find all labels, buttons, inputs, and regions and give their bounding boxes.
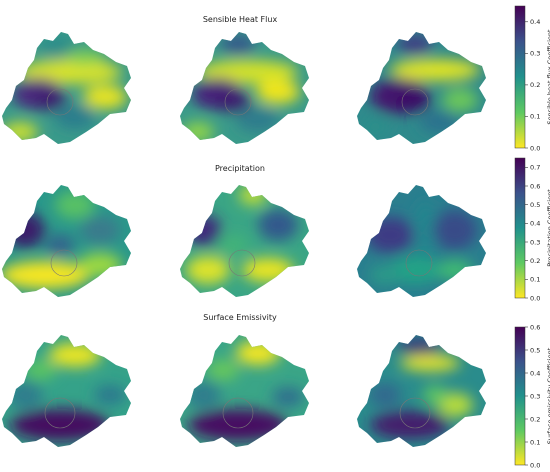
colorbar-tick-label: 0.6 [530, 323, 540, 331]
colorbar-2 [514, 326, 526, 466]
colorbar-tick-label: 0.3 [530, 50, 540, 58]
urban-core-ring [224, 88, 252, 116]
urban-core-ring [44, 397, 76, 429]
map-precipitation-3 [357, 185, 486, 297]
colorbar-tick-label: 0.1 [530, 113, 540, 121]
map-precipitation-2 [180, 185, 309, 297]
map-sensible-heat-flux-3 [357, 32, 486, 144]
colorbar-1 [514, 157, 526, 299]
urban-core-ring [228, 249, 256, 277]
colorbar-tick-label: 0.4 [530, 18, 540, 26]
colorbar-tick-label: 0.3 [530, 392, 540, 400]
colorbar-tick-label: 0.7 [530, 164, 540, 172]
colorbar-label: Surface emissivity Coefficient [546, 347, 550, 444]
row-title-surface-emissivity: Surface Emissivity [203, 313, 277, 322]
colorbar-tick-label: 0.0 [530, 461, 540, 469]
colorbar-tick-label: 0.0 [530, 294, 540, 302]
colorbar-tick-label: 0.5 [530, 201, 540, 209]
colorbar-tick-label: 0.4 [530, 220, 540, 228]
colorbar-tick-label: 0.5 [530, 346, 540, 354]
map-sensible-heat-flux-2 [180, 32, 309, 144]
urban-core-ring [46, 88, 74, 116]
urban-core-ring [399, 397, 431, 429]
colorbar-tick-label: 0.2 [530, 257, 540, 265]
map-sensible-heat-flux-1 [2, 32, 131, 144]
urban-core-ring [222, 397, 254, 429]
colorbar-tick-label: 0.3 [530, 238, 540, 246]
colorbar-tick-label: 0.4 [530, 369, 540, 377]
colorbars: 0.0 0.1 0.2 0.3 0.4 Sensible heat flux Coeffi… [514, 5, 550, 469]
map-precipitation-1 [2, 185, 131, 297]
row-title-precipitation: Precipitation [215, 164, 265, 173]
colorbar-0 [514, 5, 526, 149]
row-title-sensible-heat-flux: Sensible Heat Flux [203, 15, 278, 24]
colorbar-tick-label: 0.6 [530, 182, 540, 190]
colorbar-label: Sensible heat flux Coefficient [546, 29, 550, 125]
urban-core-ring [405, 249, 433, 277]
colorbar-label: Precipitation Coefficient [546, 189, 550, 267]
map-surface-emissivity-1 [2, 335, 131, 447]
map-surface-emissivity-3 [357, 335, 486, 447]
colorbar-tick-label: 0.2 [530, 415, 540, 423]
colorbar-tick-label: 0.0 [530, 144, 540, 152]
urban-core-ring [401, 88, 429, 116]
colorbar-tick-label: 0.2 [530, 81, 540, 89]
urban-core-ring [50, 249, 78, 277]
colorbar-tick-label: 0.1 [530, 276, 540, 284]
map-surface-emissivity-2 [180, 335, 309, 447]
colorbar-tick-label: 0.1 [530, 438, 540, 446]
